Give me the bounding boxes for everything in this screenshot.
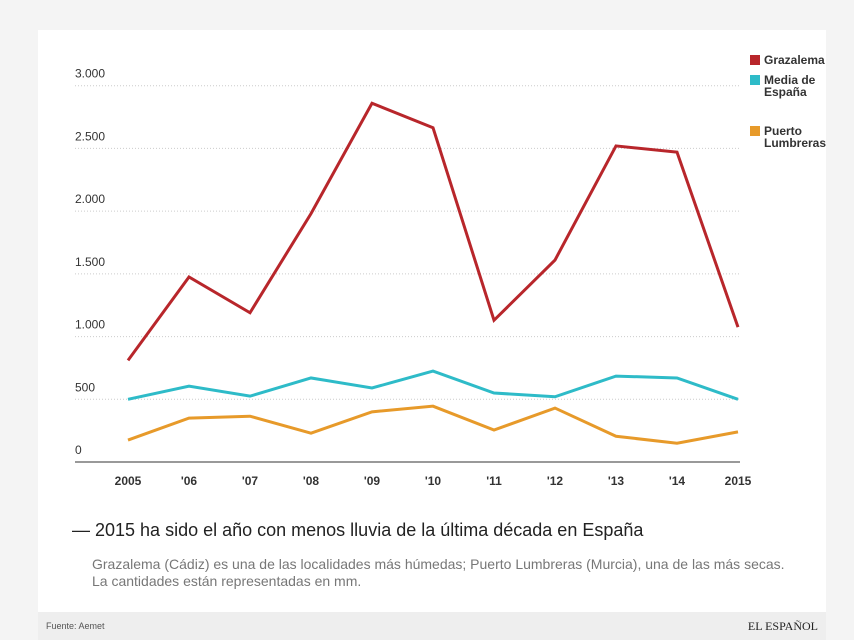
y-tick-label: 500 <box>75 380 95 394</box>
brand: EL ESPAÑOL <box>747 619 818 633</box>
source: Fuente: Aemet <box>46 621 105 631</box>
line <box>127 404 739 445</box>
y-tick-label: 2.500 <box>75 129 105 143</box>
legend-swatch <box>750 126 760 136</box>
x-tick-label: 2005 <box>115 474 142 488</box>
line <box>127 369 739 401</box>
x-tick-label: '14 <box>669 474 686 488</box>
legend-label: Grazalema <box>764 53 825 67</box>
y-tick-label: 2.000 <box>75 192 105 206</box>
x-tick-label: '12 <box>547 474 564 488</box>
x-tick-label: 2015 <box>725 474 752 488</box>
y-tick-label: 1.500 <box>75 255 105 269</box>
footer: Fuente: Aemet EL ESPAÑOL <box>38 612 826 640</box>
y-tick-label: 1.000 <box>75 318 105 332</box>
chart-title: — 2015 ha sido el año con menos lluvia d… <box>72 520 644 540</box>
legend-item: Media de España <box>750 74 830 98</box>
legend-label: Media de España <box>764 73 816 99</box>
y-tick-label: 0 <box>75 443 82 457</box>
legend-item: Puerto Lumbreras <box>750 125 830 149</box>
y-tick-label: 3.000 <box>75 67 105 81</box>
x-tick-label: '06 <box>181 474 198 488</box>
x-tick-label: '08 <box>303 474 320 488</box>
legend-swatch <box>750 75 760 85</box>
x-tick-label: '09 <box>364 474 381 488</box>
legend-swatch <box>750 55 760 65</box>
x-tick-label: '13 <box>608 474 625 488</box>
x-tick-label: '07 <box>242 474 259 488</box>
chart-subtitle: Grazalema (Cádiz) es una de las localida… <box>92 556 785 589</box>
legend-item: Grazalema <box>750 54 830 66</box>
card <box>38 30 826 640</box>
x-tick-label: '10 <box>425 474 442 488</box>
legend-label: Puerto Lumbreras <box>764 124 827 150</box>
x-tick-label: '11 <box>486 474 502 488</box>
line <box>126 101 740 362</box>
